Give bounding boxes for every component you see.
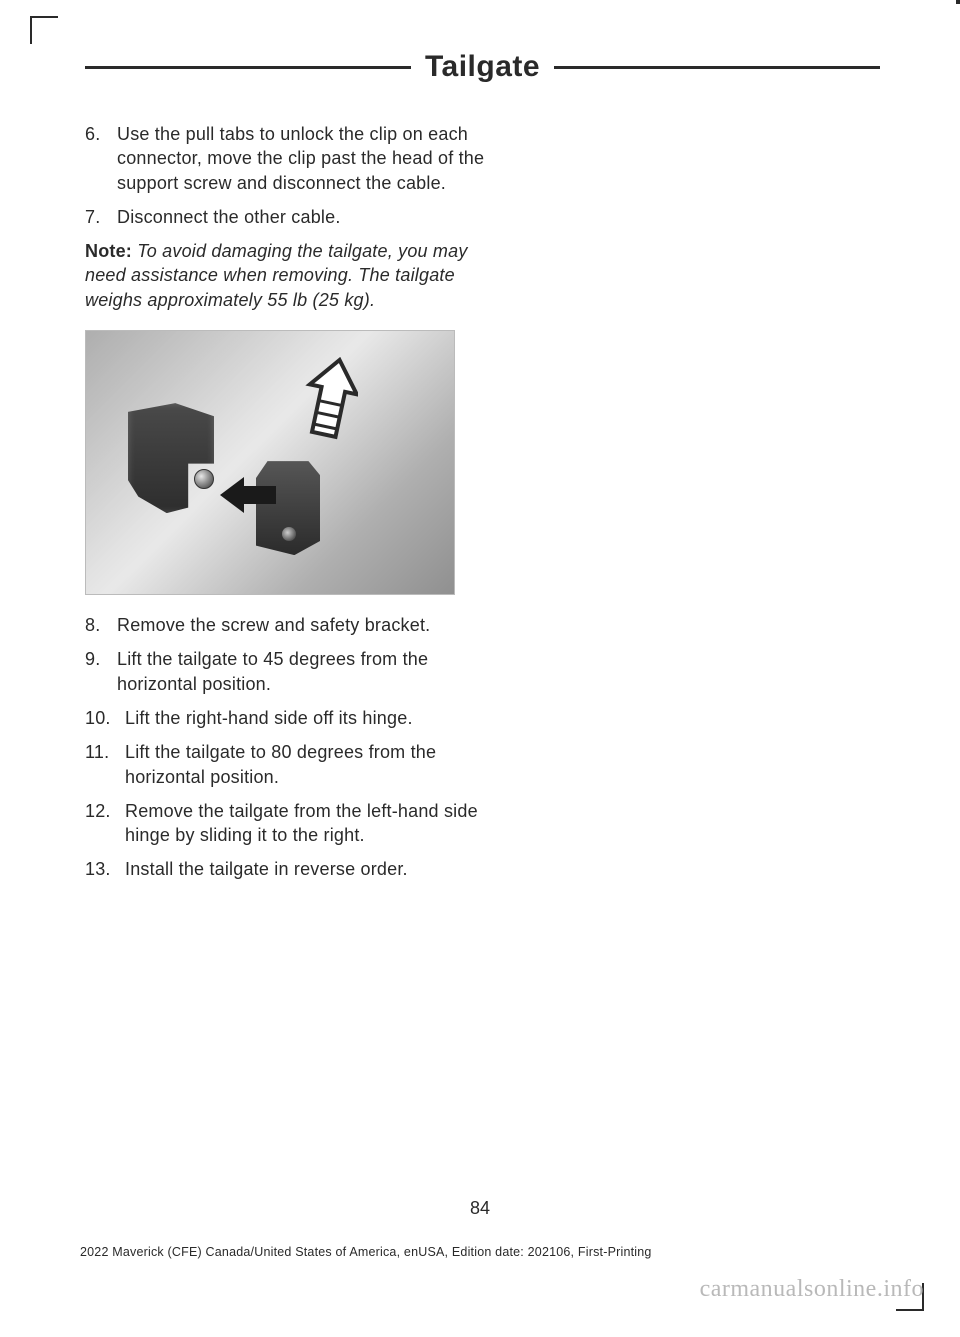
step-number: 7. — [85, 205, 117, 229]
step-number: 10. — [85, 706, 125, 730]
step-number: 6. — [85, 122, 117, 195]
footer-meta: 2022 Maverick (CFE) Canada/United States… — [80, 1245, 652, 1259]
step-number: 9. — [85, 647, 117, 696]
step-item: 10. Lift the right-hand side off its hin… — [85, 706, 485, 730]
step-item: 9. Lift the tailgate to 45 degrees from … — [85, 647, 485, 696]
step-item: 12. Remove the tailgate from the left-ha… — [85, 799, 485, 848]
step-text: Lift the right-hand side off its hinge. — [125, 706, 485, 730]
figure-bracket-shape — [128, 403, 214, 513]
page-number: 84 — [0, 1198, 960, 1219]
instruction-figure — [85, 330, 455, 595]
step-text: Use the pull tabs to unlock the clip on … — [117, 122, 485, 195]
arrow-left-icon — [218, 473, 278, 517]
step-number: 12. — [85, 799, 125, 848]
page-title: Tailgate — [411, 50, 554, 84]
step-text: Lift the tailgate to 45 degrees from the… — [117, 647, 485, 696]
step-item: 8. Remove the screw and safety bracket. — [85, 613, 485, 637]
note-label: Note: — [85, 241, 132, 261]
step-text: Disconnect the other cable. — [117, 205, 485, 229]
step-item: 6. Use the pull tabs to unlock the clip … — [85, 122, 485, 195]
header-rule-right — [554, 66, 880, 69]
step-number: 11. — [85, 740, 125, 789]
step-number: 13. — [85, 857, 125, 881]
note-text: To avoid damaging the tailgate, you may … — [85, 241, 468, 310]
watermark-text: carmanualsonline.info — [700, 1276, 924, 1303]
figure-latch-hole — [282, 527, 296, 541]
step-text: Lift the tailgate to 80 degrees from the… — [125, 740, 485, 789]
step-item: 7. Disconnect the other cable. — [85, 205, 485, 229]
body-column: 6. Use the pull tabs to unlock the clip … — [85, 122, 485, 882]
step-text: Remove the screw and safety bracket. — [117, 613, 485, 637]
arrow-up-icon — [302, 357, 358, 453]
step-item: 13. Install the tailgate in reverse orde… — [85, 857, 485, 881]
step-text: Install the tailgate in reverse order. — [125, 857, 485, 881]
crop-mark-top-left — [30, 16, 58, 44]
step-item: 11. Lift the tailgate to 80 degrees from… — [85, 740, 485, 789]
page-header: Tailgate — [85, 50, 880, 84]
header-rule-left — [85, 66, 411, 69]
note-block: Note: To avoid damaging the tailgate, yo… — [85, 239, 485, 312]
step-number: 8. — [85, 613, 117, 637]
step-text: Remove the tailgate from the left-hand s… — [125, 799, 485, 848]
crop-mark-top-right — [956, 0, 960, 4]
figure-screw-shape — [194, 469, 214, 489]
